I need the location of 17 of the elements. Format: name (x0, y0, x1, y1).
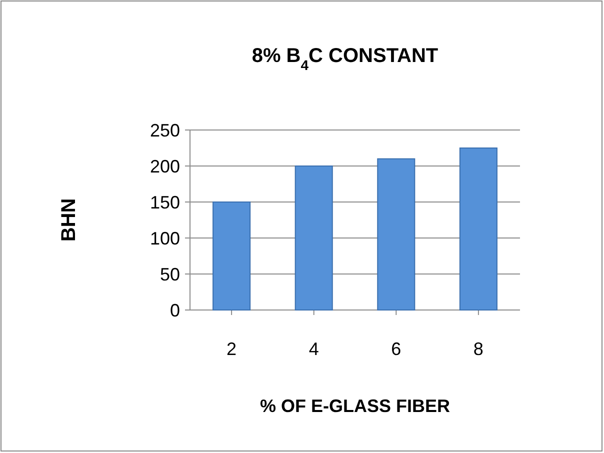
y-tick-label: 0 (170, 300, 180, 320)
x-tick-label: 8 (473, 339, 484, 359)
bar (377, 158, 416, 310)
bar (459, 148, 498, 310)
x-tick-label: 4 (308, 339, 319, 359)
y-tick-label: 100 (150, 228, 180, 248)
bar (212, 202, 251, 310)
y-tick-label: 200 (150, 156, 180, 176)
y-tick-label: 150 (150, 192, 180, 212)
x-tick-label: 2 (226, 339, 237, 359)
bar (294, 166, 333, 310)
chart-title: 8% B$_{4}$C CONSTANT (252, 45, 438, 73)
y-tick-label: 250 (150, 120, 180, 140)
y-tick-label: 50 (160, 264, 180, 284)
y-axis-title: BHN (58, 198, 80, 242)
x-axis-title: % OF E-GLASS FIBER (260, 396, 450, 416)
x-tick-label: 6 (391, 339, 402, 359)
